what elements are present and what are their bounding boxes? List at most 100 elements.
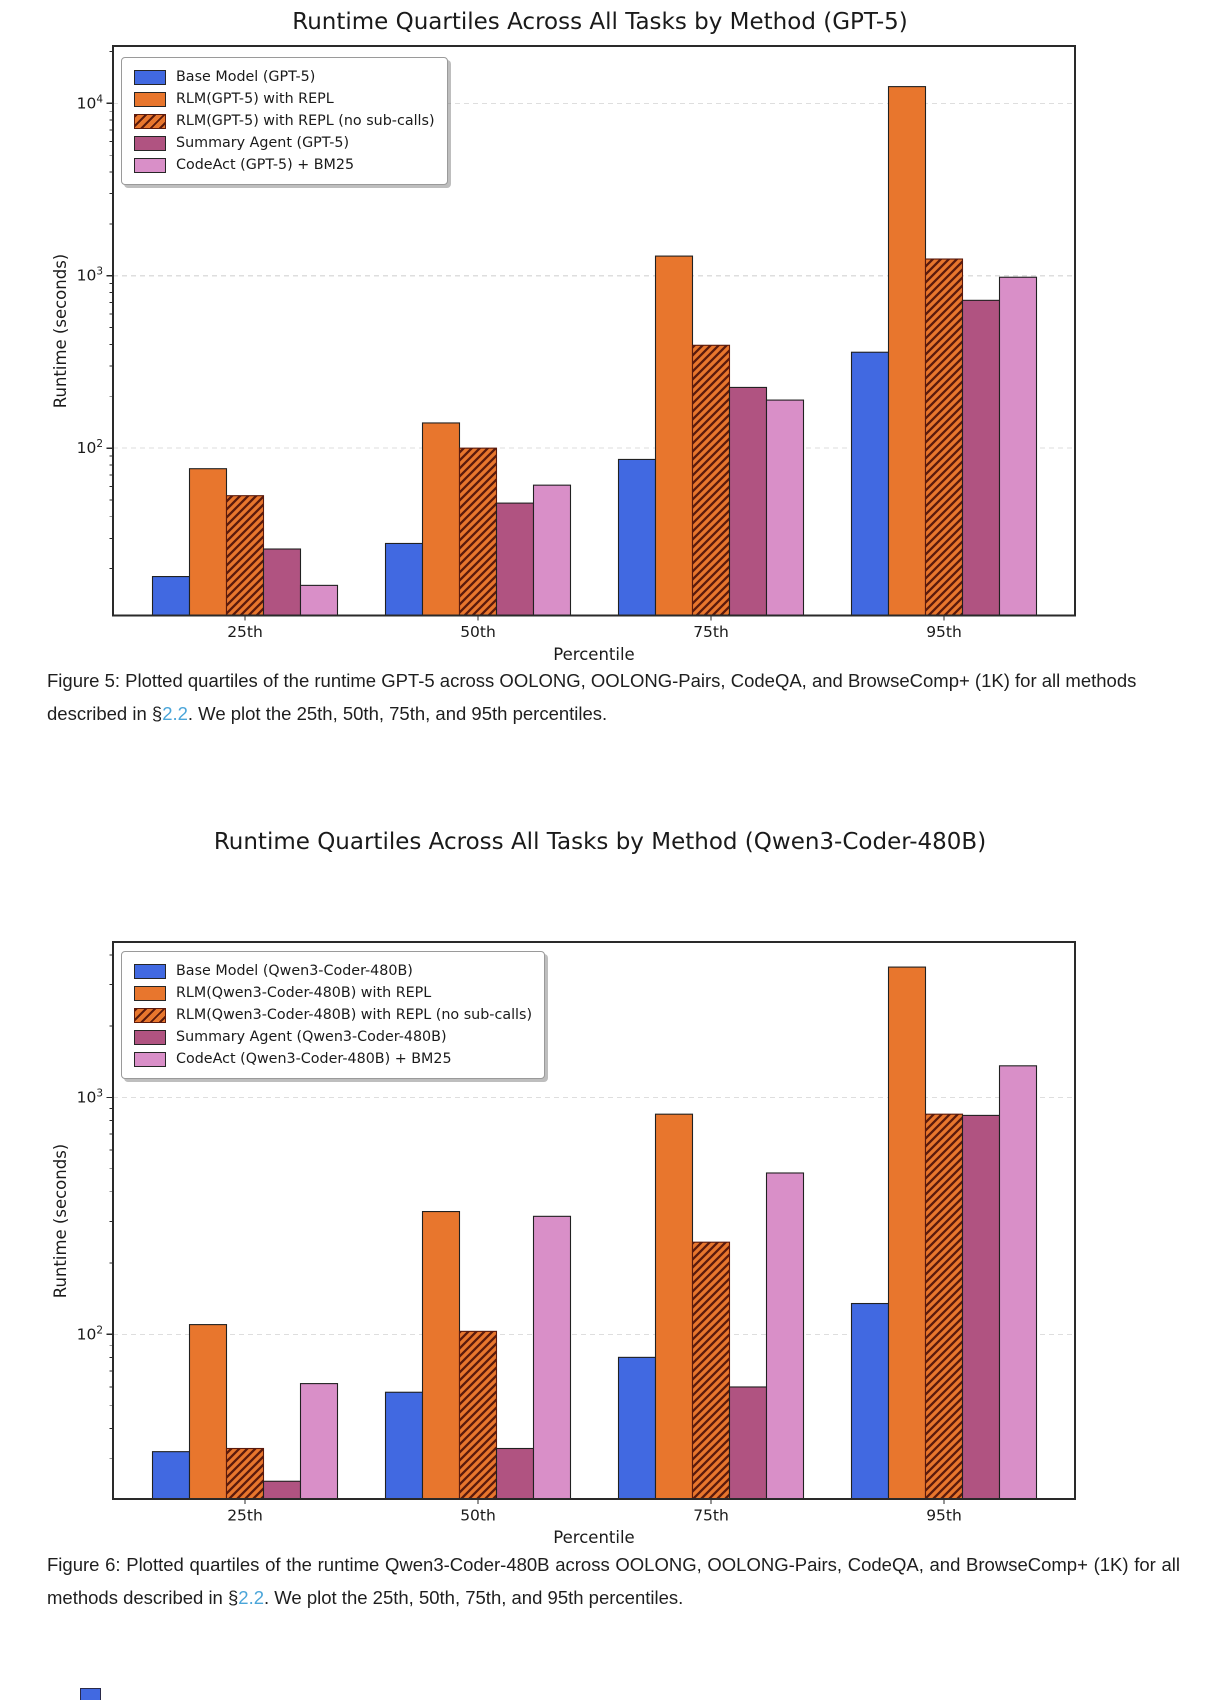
bar-25th-1 — [151, 1451, 191, 1500]
figure6-caption-text-suffix: . We plot the 25th, 50th, 75th, and 95th… — [264, 1587, 684, 1608]
legend-item: CodeAct (Qwen3-Coder-480B) + BM25 — [134, 1048, 532, 1070]
bar-25th-3 — [225, 1447, 265, 1500]
legend-label: CodeAct (GPT-5) + BM25 — [176, 157, 355, 173]
bar-50th-2 — [421, 422, 461, 617]
plot-frame — [112, 45, 1076, 617]
bar-25th-3 — [225, 495, 265, 617]
legend-swatch — [134, 963, 166, 979]
legend-swatch — [134, 157, 166, 173]
x-tick-label: 50th — [460, 1507, 496, 1525]
legend-item: RLM(GPT-5) with REPL — [134, 88, 435, 110]
figure6-caption: Figure 6: Plotted quartiles of the runti… — [47, 1548, 1180, 1614]
legend-item: RLM(Qwen3-Coder-480B) with REPL — [134, 982, 532, 1004]
bar-50th-5 — [532, 484, 572, 617]
x-tick-label: 95th — [926, 623, 962, 641]
plot-frame — [112, 941, 1076, 1500]
bar-25th-1 — [151, 576, 191, 617]
bar-25th-2 — [188, 468, 228, 617]
bar-75th-4 — [728, 1386, 768, 1500]
x-tick-label: 75th — [693, 1507, 729, 1525]
legend-label: Base Model (Qwen3-Coder-480B) — [176, 963, 413, 979]
y-tick-label: 103 — [77, 266, 103, 285]
legend-item: Base Model (Qwen3-Coder-480B) — [134, 960, 532, 982]
legend-label: Base Model (GPT-5) — [176, 69, 316, 85]
legend-swatch-hatched — [134, 113, 166, 129]
legend-label: Summary Agent (Qwen3-Coder-480B) — [176, 1029, 447, 1045]
figure5-caption: Figure 5: Plotted quartiles of the runti… — [47, 664, 1180, 730]
bar-50th-1 — [384, 1391, 424, 1500]
figure6-y-axis-label: Runtime (seconds) — [51, 1144, 70, 1298]
partial-next-figure-swatch — [80, 1688, 101, 1700]
section-2-2-link[interactable]: 2.2 — [162, 703, 188, 724]
legend-item: RLM(GPT-5) with REPL (no sub-calls) — [134, 110, 435, 132]
figure6-x-axis-label: Percentile — [553, 1528, 634, 1547]
bar-95th-4 — [961, 299, 1001, 617]
bar-50th-5 — [532, 1215, 572, 1500]
section-2-2-link[interactable]: 2.2 — [238, 1587, 264, 1608]
y-tick-label: 102 — [77, 1324, 103, 1343]
legend-label: CodeAct (Qwen3-Coder-480B) + BM25 — [176, 1051, 452, 1067]
bar-50th-3 — [458, 447, 498, 617]
bar-75th-3 — [691, 1241, 731, 1500]
legend-label: RLM(GPT-5) with REPL — [176, 91, 334, 107]
bar-50th-1 — [384, 542, 424, 617]
x-tick-label: 95th — [926, 1507, 962, 1525]
bar-95th-4 — [961, 1114, 1001, 1500]
figure5-plot-area: 25th 50th 75th 95th 102 103 104 — [77, 45, 1076, 641]
legend-swatch — [134, 91, 166, 107]
legend-swatch — [134, 1029, 166, 1045]
figure6-caption-text: Figure 6: Plotted quartiles of the runti… — [47, 1554, 1180, 1608]
legend-label: RLM(Qwen3-Coder-480B) with REPL — [176, 985, 432, 1001]
bar-75th-2 — [654, 255, 694, 617]
bar-50th-4 — [495, 1447, 535, 1500]
legend-item: RLM(Qwen3-Coder-480B) with REPL (no sub-… — [134, 1004, 532, 1026]
legend-swatch — [134, 135, 166, 151]
bar-50th-3 — [458, 1330, 498, 1500]
figure5-y-axis-label: Runtime (seconds) — [51, 254, 70, 408]
figure5-chart-title: Runtime Quartiles Across All Tasks by Me… — [292, 9, 908, 35]
bar-95th-5 — [998, 276, 1038, 617]
bar-95th-2 — [887, 966, 927, 1500]
legend-label: RLM(Qwen3-Coder-480B) with REPL (no sub-… — [176, 1007, 533, 1023]
y-tick-label: 104 — [77, 93, 104, 112]
legend-swatch-hatched — [134, 1007, 166, 1023]
x-tick-label: 25th — [227, 623, 263, 641]
x-tick-label: 25th — [227, 1507, 263, 1525]
bar-95th-5 — [998, 1065, 1038, 1500]
y-tick-label: 102 — [77, 438, 103, 457]
legend-item: CodeAct (GPT-5) + BM25 — [134, 154, 435, 176]
bar-75th-1 — [617, 1356, 657, 1500]
bar-50th-4 — [495, 502, 535, 617]
legend-swatch — [134, 69, 166, 85]
figure6-legend: Base Model (Qwen3-Coder-480B) RLM(Qwen3-C… — [121, 951, 546, 1079]
figure6-plot-area: 25th 50th 75th 95th 102 103 — [77, 941, 1076, 1525]
bar-75th-4 — [728, 386, 768, 617]
bar-75th-1 — [617, 458, 657, 617]
bar-95th-2 — [887, 86, 927, 617]
legend-item: Summary Agent (GPT-5) — [134, 132, 435, 154]
figure6-chart-title: Runtime Quartiles Across All Tasks by Me… — [213, 829, 987, 855]
bar-25th-4 — [262, 1480, 302, 1500]
x-tick-label: 75th — [693, 623, 729, 641]
bar-95th-3 — [924, 258, 964, 617]
bar-95th-1 — [850, 351, 890, 617]
figure5-legend: Base Model (GPT-5) RLM(GPT-5) with REPL RL… — [121, 57, 448, 185]
bar-95th-3 — [924, 1113, 964, 1500]
bar-25th-4 — [262, 548, 302, 617]
figure5-caption-text: Figure 5: Plotted quartiles of the runti… — [47, 670, 1137, 724]
bar-25th-5 — [299, 584, 339, 617]
bar-75th-5 — [765, 399, 805, 617]
legend-item: Base Model (GPT-5) — [134, 66, 435, 88]
y-tick-label: 103 — [77, 1087, 103, 1106]
bar-25th-5 — [299, 1383, 339, 1500]
legend-item: Summary Agent (Qwen3-Coder-480B) — [134, 1026, 532, 1048]
figure5-x-axis-label: Percentile — [553, 645, 634, 664]
x-tick-label: 50th — [460, 623, 496, 641]
bar-75th-5 — [765, 1172, 805, 1500]
bar-25th-2 — [188, 1324, 228, 1500]
bar-95th-1 — [850, 1302, 890, 1500]
bar-75th-2 — [654, 1113, 694, 1500]
bar-50th-2 — [421, 1210, 461, 1500]
